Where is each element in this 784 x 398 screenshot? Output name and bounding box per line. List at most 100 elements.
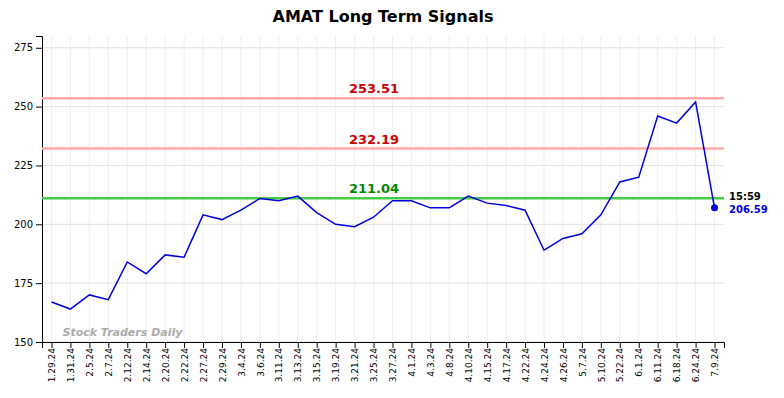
x-tick-label: 2.14.24 <box>142 348 152 383</box>
y-tick: 250 <box>14 101 42 112</box>
x-tick-label: 6.24.24 <box>691 348 701 383</box>
x-tick: 4.17.24 <box>502 342 512 382</box>
tick-mark <box>36 107 42 108</box>
grid-line-x <box>468 36 469 342</box>
x-tick: 4.22.24 <box>521 342 531 382</box>
y-tick-label: 150 <box>14 337 33 348</box>
tick-mark <box>279 342 280 348</box>
x-tick: 3.25.24 <box>369 342 379 382</box>
tick-mark <box>127 342 128 348</box>
grid-line-y <box>42 224 724 225</box>
grid-line-x <box>600 36 601 342</box>
tick-mark <box>696 342 697 348</box>
tick-mark <box>36 342 42 343</box>
x-tick: 4.24.24 <box>540 342 550 382</box>
x-tick: 6.24.24 <box>691 342 701 382</box>
x-tick: 2.14.24 <box>142 342 152 382</box>
x-tick-label: 4.24.24 <box>540 348 550 383</box>
y-tick: 200 <box>14 219 42 230</box>
tick-mark <box>430 342 431 348</box>
x-tick: 6.18.24 <box>672 342 682 382</box>
y-tick-label: 200 <box>14 219 33 230</box>
grid-line-x <box>487 36 488 342</box>
tick-mark <box>51 342 52 348</box>
tick-mark <box>36 48 42 49</box>
grid-line-x <box>278 36 279 342</box>
title: AMAT Long Term Signals <box>273 7 494 26</box>
x-tick-label: 2.7.24 <box>104 348 114 377</box>
x-tick: 3.27.24 <box>388 342 398 382</box>
x-tick: 2.27.24 <box>199 342 209 382</box>
y-tick-label: 275 <box>14 42 33 53</box>
x-tick-label: 4.10.24 <box>464 348 474 383</box>
tick-mark <box>70 342 71 348</box>
tick-mark <box>336 342 337 348</box>
grid-line-x <box>619 36 620 342</box>
x-tick-label: 1.31.24 <box>66 348 76 383</box>
last-time: 15:59 <box>729 191 761 202</box>
plot-area: 1501752002252502751.29.241.31.242.5.242.… <box>14 36 768 382</box>
chart: 1501752002252502751.29.241.31.242.5.242.… <box>0 0 784 398</box>
x-tick: 3.6.24 <box>256 342 266 377</box>
x-tick: 5.22.24 <box>615 342 625 382</box>
x-tick: 2.5.24 <box>85 342 95 377</box>
reference-label: 253.51 <box>349 81 399 96</box>
tick-mark <box>374 342 375 348</box>
x-tick: 3.15.24 <box>312 342 322 382</box>
x-axis: 1.29.241.31.242.5.242.7.242.12.242.14.24… <box>43 342 725 382</box>
last-point <box>711 204 718 211</box>
y-axis: 150175200225250275 <box>14 37 43 348</box>
x-tick: 3.19.24 <box>331 342 341 382</box>
tick-mark <box>184 342 185 348</box>
y-tick: 275 <box>14 42 42 53</box>
grid-line-x <box>108 36 109 342</box>
grid-line-x <box>259 36 260 342</box>
x-tick-label: 4.15.24 <box>483 348 493 383</box>
grid <box>42 36 724 342</box>
x-tick-label: 2.5.24 <box>85 348 95 377</box>
x-tick-label: 5.7.24 <box>578 348 588 377</box>
x-tick-label: 6.11.24 <box>653 348 663 383</box>
price-line <box>51 102 714 309</box>
x-tick-label: 1.29.24 <box>47 348 57 383</box>
x-tick: 2.20.24 <box>161 342 171 382</box>
y-tick: 175 <box>14 278 42 289</box>
tick-mark <box>36 283 42 284</box>
x-tick: 3.13.24 <box>293 342 303 382</box>
tick-mark <box>165 342 166 348</box>
x-tick-label: 5.10.24 <box>597 348 607 383</box>
tick-mark <box>36 165 42 166</box>
x-tick-label: 4.3.24 <box>426 348 436 377</box>
grid-line-x <box>127 36 128 342</box>
tick-mark <box>715 342 716 348</box>
last-price: 206.59 <box>729 204 768 215</box>
axis-line <box>43 343 725 349</box>
grid-line-y <box>42 165 724 166</box>
reference-line <box>42 147 724 150</box>
x-tick-label: 2.27.24 <box>199 348 209 383</box>
x-tick-label: 4.8.24 <box>445 348 455 377</box>
x-tick: 2.7.24 <box>104 342 114 377</box>
grid-line-x <box>562 36 563 342</box>
x-tick-label: 3.27.24 <box>388 348 398 383</box>
tick-mark <box>411 342 412 348</box>
tick-mark <box>639 342 640 348</box>
grid-line-x <box>695 36 696 342</box>
tick-mark <box>89 342 90 348</box>
grid-line-x <box>657 36 658 342</box>
tick-mark <box>468 342 469 348</box>
x-tick: 6.11.24 <box>653 342 663 382</box>
grid-line-x <box>449 36 450 342</box>
x-tick-label: 2.20.24 <box>161 348 171 383</box>
grid-line-x <box>297 36 298 342</box>
reference-label: 232.19 <box>349 132 399 147</box>
x-tick-label: 5.22.24 <box>615 348 625 383</box>
x-tick-label: 3.6.24 <box>256 348 266 377</box>
x-tick-label: 3.4.24 <box>237 348 247 377</box>
grid-line-x <box>714 36 715 342</box>
grid-line-y <box>42 106 724 107</box>
x-tick-label: 4.22.24 <box>521 348 531 383</box>
tick-mark <box>582 342 583 348</box>
x-tick: 1.31.24 <box>66 342 76 382</box>
x-tick: 1.29.24 <box>47 342 57 382</box>
